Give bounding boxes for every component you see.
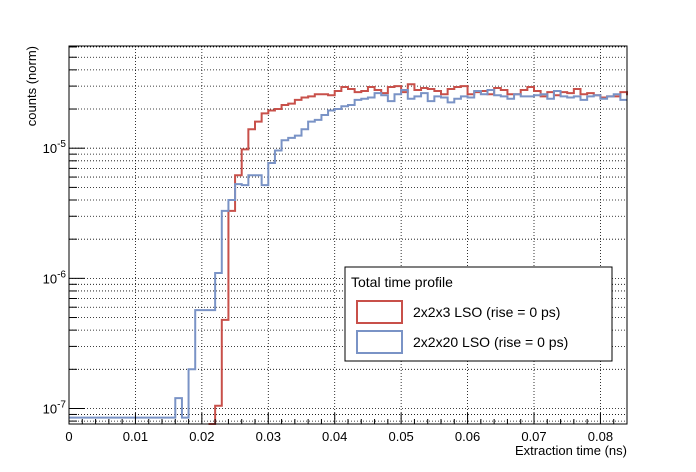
- x-tick-label: 0: [65, 429, 72, 444]
- y-tick-exponent: -6: [57, 269, 66, 280]
- legend-box: [344, 266, 613, 362]
- x-tick-label: 0.08: [588, 429, 613, 444]
- legend: Total time profile 2x2x3 LSO (rise = 0 p…: [344, 266, 613, 362]
- x-tick-labels: 0 0.01 0.02 0.03 0.04 0.05 0.06 0.07 0.08: [65, 429, 613, 444]
- y-tick-exponent: -5: [57, 139, 66, 150]
- y-tick-label: 10-7: [43, 399, 67, 416]
- legend-swatch-2x2x20: [356, 330, 403, 354]
- x-tick-label: 0.04: [322, 429, 347, 444]
- x-tick-label: 0.05: [388, 429, 413, 444]
- x-tick-label: 0.03: [256, 429, 281, 444]
- x-tick-label: 0.07: [521, 429, 546, 444]
- series-layer: [69, 83, 628, 425]
- y-tick-label: 10-6: [43, 269, 67, 286]
- legend-label-2x2x3: 2x2x3 LSO (rise = 0 ps): [413, 304, 560, 320]
- legend-title: Total time profile: [351, 274, 453, 290]
- legend-swatch-2x2x3: [356, 300, 403, 324]
- x-tick-label: 0.02: [189, 429, 214, 444]
- x-tick-label: 0.06: [455, 429, 480, 444]
- legend-label-2x2x20: 2x2x20 LSO (rise = 0 ps): [413, 334, 568, 350]
- axis-ticks: [68, 46, 628, 424]
- y-tick-exponent: -7: [57, 399, 66, 410]
- x-tick-label: 0.01: [123, 429, 148, 444]
- y-tick-label: 10-5: [43, 139, 67, 156]
- y-tick-labels: 10-710-610-5: [43, 139, 67, 416]
- y-axis-title: counts (norm): [24, 46, 39, 126]
- series-line-2x2x3: [208, 83, 628, 425]
- y-tick-base: 10: [43, 141, 57, 156]
- y-tick-base: 10: [43, 401, 57, 416]
- series-line-2x2x20: [69, 89, 627, 419]
- x-axis-title: Extraction time (ns): [515, 443, 627, 458]
- y-tick-base: 10: [43, 271, 57, 286]
